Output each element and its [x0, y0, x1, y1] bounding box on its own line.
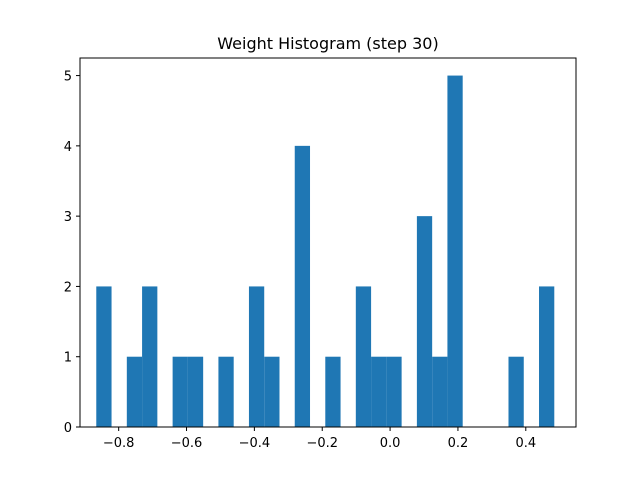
y-tick-label-5: 5 [64, 70, 72, 85]
histogram-bar-21 [416, 216, 433, 427]
histogram-bar-29 [539, 286, 555, 427]
histogram-bar-2 [126, 356, 143, 427]
histogram-bar-10 [248, 286, 265, 427]
histogram-bar-27 [508, 356, 524, 427]
x-tick-label-3: −0.2 [306, 436, 338, 451]
x-tick-label-1: −0.6 [171, 436, 203, 451]
histogram-bar-8 [218, 356, 234, 427]
x-tick-label-6: 0.4 [515, 436, 536, 451]
x-tick-label-2: −0.4 [239, 436, 271, 451]
chart-title: Weight Histogram (step 30) [217, 34, 438, 53]
histogram-bar-11 [264, 356, 280, 427]
bars-group [96, 75, 555, 428]
x-tick-label-4: 0.0 [380, 436, 401, 451]
y-tick-label-2: 2 [64, 280, 72, 295]
histogram-bar-5 [172, 356, 188, 427]
histogram-bar-0 [96, 286, 112, 427]
histogram-bar-13 [294, 145, 311, 428]
x-tick-label-5: 0.2 [448, 436, 469, 451]
histogram-bar-18 [371, 356, 387, 427]
plot-frame [79, 57, 577, 428]
histogram-bar-23 [447, 75, 463, 427]
histogram-bar-6 [187, 356, 204, 427]
histogram-bar-3 [142, 286, 158, 427]
histogram-bar-22 [432, 356, 448, 427]
ticks-group: −0.8 −0.6 −0.4 −0.2 0.0 0.2 0.4 0 1 2 3 4 5 [64, 70, 536, 451]
y-tick-label-0: 0 [64, 421, 72, 436]
histogram-bar-17 [355, 286, 372, 427]
y-tick-label-1: 1 [64, 351, 72, 366]
x-tick-label-0: −0.8 [103, 436, 135, 451]
histogram-bar-15 [325, 356, 341, 427]
y-tick-label-4: 4 [64, 140, 72, 155]
y-tick-label-3: 3 [64, 210, 72, 225]
histogram-bar-19 [386, 356, 402, 427]
